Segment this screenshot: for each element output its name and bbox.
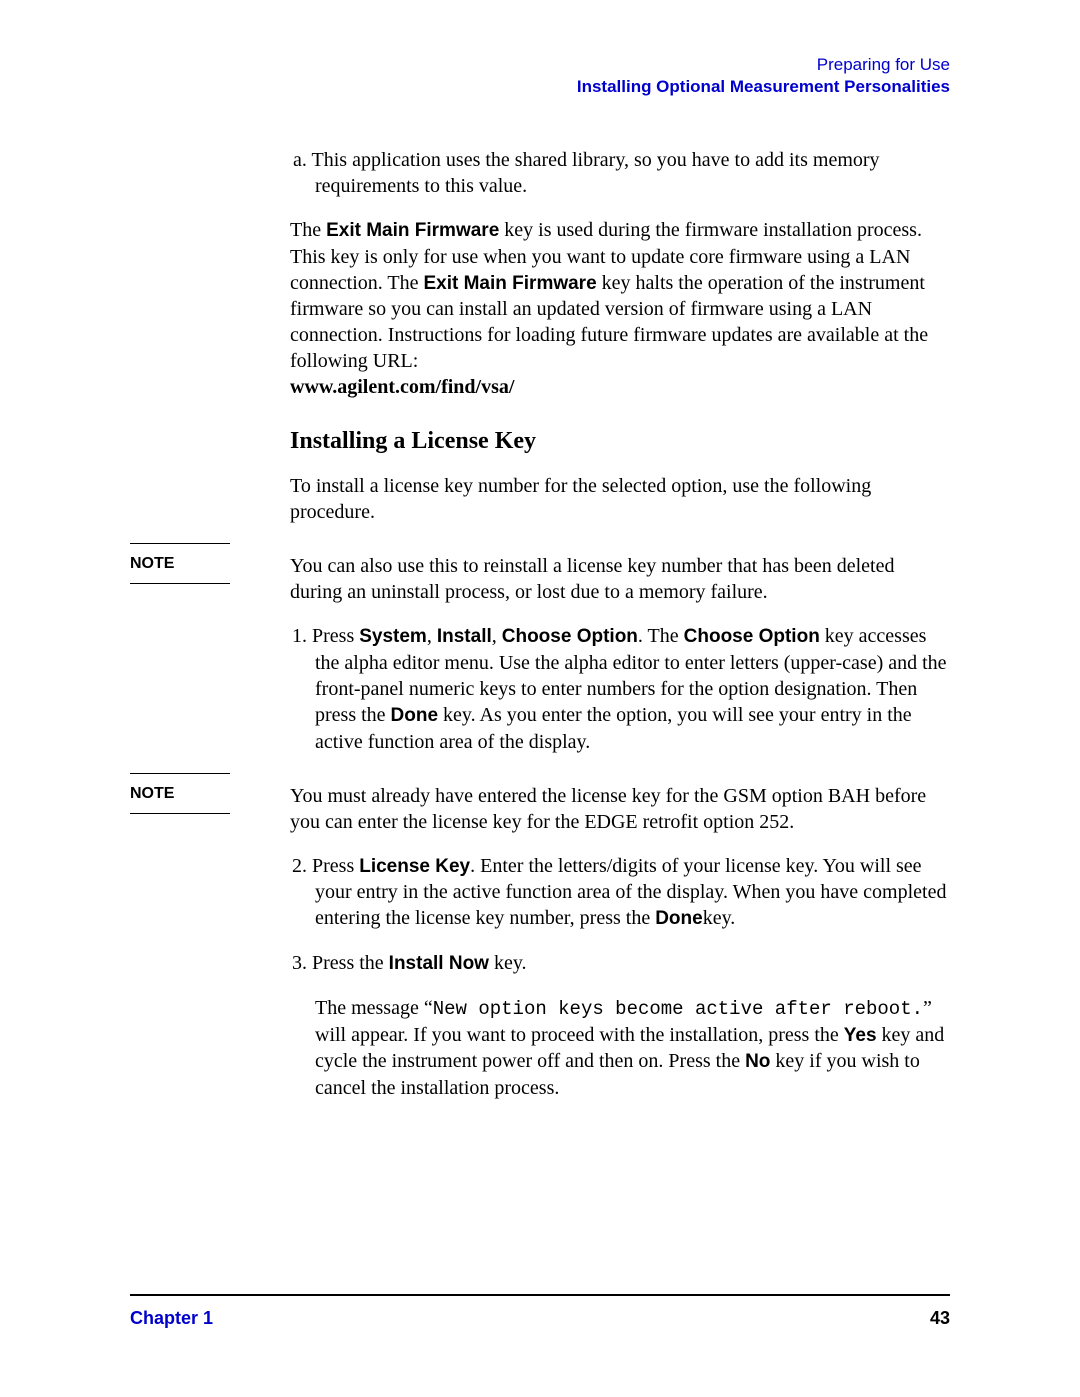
rule (130, 543, 230, 555)
step-3-continuation: The message “New option keys become acti… (290, 995, 950, 1101)
system-key: System (359, 626, 427, 647)
step-2: 2. Press License Key. Enter the letters/… (290, 853, 950, 932)
text: 2. Press (292, 855, 359, 877)
text: The (290, 219, 326, 241)
section-heading: Installing a License Key (290, 428, 950, 455)
footer-chapter: Chapter 1 (130, 1308, 213, 1329)
step-1: 1. Press System, Install, Choose Option.… (290, 623, 950, 754)
text: key. (703, 907, 736, 929)
content-column: 2. Press License Key. Enter the letters/… (290, 853, 950, 1101)
note-side: NOTE (130, 773, 290, 814)
text: The message “ (315, 997, 433, 1019)
rule (130, 813, 230, 814)
text: . The (638, 625, 684, 647)
header-chapter-title: Preparing for Use (130, 55, 950, 75)
no-key: No (745, 1051, 770, 1072)
yes-key: Yes (844, 1025, 877, 1046)
firmware-url: www.agilent.com/find/vsa/ (290, 376, 514, 398)
rule (130, 583, 230, 584)
page-header: Preparing for Use Installing Optional Me… (130, 55, 950, 97)
note-text: You must already have entered the licens… (290, 773, 950, 835)
step-3: 3. Press the Install Now key. (290, 950, 950, 977)
done-key: Done (655, 908, 703, 929)
document-page: Preparing for Use Installing Optional Me… (0, 0, 1080, 1397)
note-label: NOTE (130, 785, 290, 813)
text: , (427, 625, 437, 647)
rule (130, 773, 230, 785)
list-item-a: a. This application uses the shared libr… (290, 147, 950, 199)
text: , (492, 625, 502, 647)
license-key-key: License Key (359, 856, 470, 877)
done-key: Done (391, 705, 439, 726)
footer-page-number: 43 (930, 1308, 950, 1329)
content-column: a. This application uses the shared libr… (290, 147, 950, 525)
exit-main-firmware-key: Exit Main Firmware (326, 220, 499, 241)
header-section-title: Installing Optional Measurement Personal… (130, 77, 950, 97)
install-now-key: Install Now (389, 953, 489, 974)
note-side: NOTE (130, 543, 290, 584)
choose-option-key: Choose Option (684, 626, 820, 647)
exit-main-firmware-key: Exit Main Firmware (423, 273, 596, 294)
note-text: You can also use this to reinstall a lic… (290, 543, 950, 605)
content-column: 1. Press System, Install, Choose Option.… (290, 623, 950, 754)
choose-option-key: Choose Option (502, 626, 638, 647)
note-label: NOTE (130, 555, 290, 583)
text: key. (489, 952, 527, 974)
note-block-1: NOTE You can also use this to reinstall … (130, 543, 950, 605)
reboot-message: New option keys become active after rebo… (433, 998, 923, 1020)
intro-paragraph: To install a license key number for the … (290, 473, 950, 525)
text: 1. Press (292, 625, 359, 647)
text: 3. Press the (292, 952, 389, 974)
exit-firmware-paragraph: The Exit Main Firmware key is used durin… (290, 217, 950, 400)
note-block-2: NOTE You must already have entered the l… (130, 773, 950, 835)
install-key: Install (437, 626, 492, 647)
page-footer: Chapter 1 43 (130, 1294, 950, 1329)
